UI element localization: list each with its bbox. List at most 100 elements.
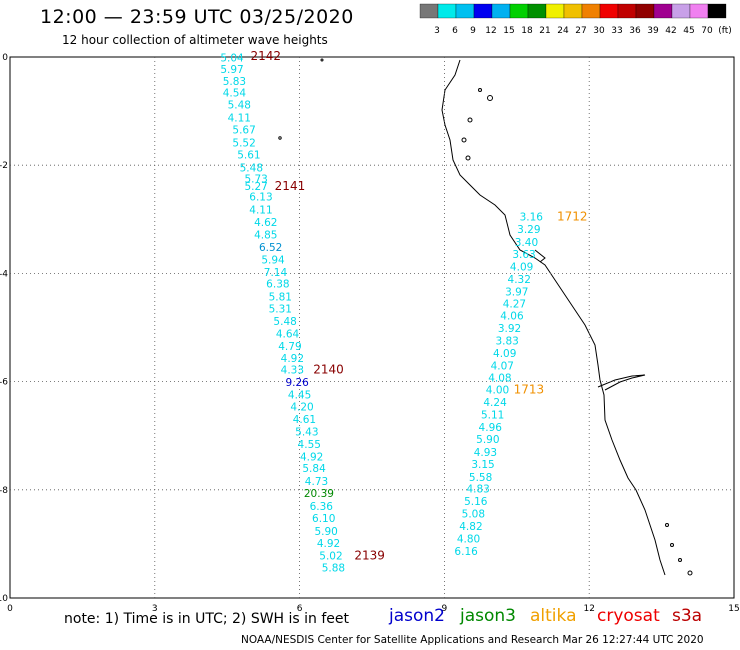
colorbar-label: 21 [539,26,550,36]
wave-height-label: 5.08 [462,509,485,521]
colorbar-label: 39 [647,26,659,36]
colorbar-label: 36 [629,26,641,36]
wave-height-label: 5.90 [476,434,499,446]
wave-height-label: 5.97 [220,64,243,76]
wave-height-label: 5.73 [244,174,267,186]
time-label: 2140 [313,363,344,377]
wave-height-label: 9.26 [285,377,309,389]
coastline [278,58,693,576]
wave-height-label: 5.83 [223,76,246,88]
wave-height-label: 3.83 [495,335,518,347]
satellite-altika: altika [530,606,577,626]
wave-height-label: 4.73 [305,476,328,488]
wave-height-label: 5.84 [302,463,326,475]
wave-height-label: 4.20 [290,401,313,413]
x-tick-label: 3 [152,604,158,614]
wave-height-label: 5.58 [469,472,492,484]
wave-height-label: 6.36 [310,501,334,513]
wave-height-label: 4.09 [493,348,516,360]
y-tick-label: -8 [0,486,8,496]
y-tick-label: 0 [2,53,8,63]
wave-height-label: 5.27 [244,181,267,193]
wave-height-label: 5.11 [481,410,504,422]
wave-height-label: 5.16 [464,496,488,508]
wave-height-label: 4.96 [479,422,503,434]
wave-height-label: 4.85 [254,229,277,241]
satellite-jason2: jason2 [389,606,445,626]
plot-frame [9,56,735,599]
wave-height-label: 4.92 [317,538,340,550]
colorbar-label: 30 [593,26,605,36]
colorbar-label: 33 [611,26,622,36]
page-subtitle: 12 hour collection of altimeter wave hei… [62,33,328,47]
x-tick-label: 6 [297,604,303,614]
wave-height-label: 5.88 [322,563,345,575]
wave-height-label: 4.54 [223,88,247,100]
credit-line: NOAA/NESDIS Center for Satellite Applica… [241,634,704,646]
wave-height-label: 4.24 [483,397,507,409]
time-label: 2139 [354,548,385,562]
wave-height-label: 5.90 [314,526,337,538]
wave-height-label: 5.43 [295,426,318,438]
wave-height-label: 4.79 [278,341,301,353]
colorbar-label: 6 [452,26,458,36]
colorbar-label: 3 [434,26,440,36]
satellite-s3a: s3a [672,606,703,626]
wave-height-label: 3.97 [505,286,528,298]
y-tick-label: -2 [0,161,8,171]
y-tick-label: -4 [0,269,8,279]
wave-height-label: 6.52 [259,242,282,254]
x-tick-label: 15 [728,604,739,614]
wave-height-label: 4.00 [486,385,509,397]
colorbar-label: 15 [503,26,514,36]
colorbar-label: 24 [557,26,569,36]
colorbar-label: (ft) [718,26,732,36]
colorbar-label: 12 [485,26,496,36]
wave-height-label: 4.93 [474,447,497,459]
wave-height-label: 5.48 [228,100,251,112]
color-scale-legend: 3 6 9 12 15 18 21 24 27 30 33 36 39 42 45 70 (ft) [419,3,732,36]
wave-height-label: 4.83 [466,484,489,496]
wave-height-label: 6.16 [454,546,478,558]
time-label: 1712 [557,210,588,224]
x-tick-label: 0 [7,604,13,614]
wave-height-label: 5.48 [273,316,296,328]
wave-height-label: 3.15 [471,459,494,471]
wave-height-label: 4.80 [457,533,480,545]
wave-height-label: 5.94 [261,254,285,266]
wave-height-label: 3.63 [512,249,535,261]
wave-height-label: 4.61 [293,414,316,426]
wave-height-label: 3.92 [498,323,521,335]
wave-height-label: 4.11 [228,113,251,125]
colorbar-label: 9 [470,26,476,36]
wave-height-label: 4.64 [276,328,300,340]
colorbar-label: 18 [521,26,533,36]
wave-height-label: 4.07 [491,360,514,372]
wave-height-label: 4.32 [508,274,531,286]
time-label: 1713 [514,383,545,397]
wave-height-label: 5.02 [319,550,342,562]
wave-height-label: 6.38 [266,279,289,291]
wave-height-label: 5.48 [240,162,263,174]
wave-height-label: 4.11 [249,205,272,217]
wave-height-label: 4.27 [503,299,526,311]
colorbar-label: 70 [701,26,713,36]
wave-height-label: 4.92 [300,451,323,463]
y-tick-label: -10 [0,594,8,604]
wave-height-label: 4.33 [281,365,304,377]
wave-height-label: 3.29 [517,224,540,236]
time-label: 2142 [251,49,282,63]
wave-height-label: 20.39 [304,488,334,500]
wave-height-label: 4.92 [281,353,304,365]
page-title: 12:00 — 23:59 UTC 03/25/2020 [40,6,354,28]
colorbar-label: 27 [575,26,586,36]
wave-height-label: 5.67 [232,124,255,136]
wave-height-label: 4.62 [254,217,277,229]
x-tick-label: 9 [442,604,448,614]
x-tick-label: 12 [583,604,594,614]
wave-height-label: 3.16 [520,212,544,224]
wave-height-label: 3.40 [515,237,538,249]
wave-height-label: 6.13 [249,192,272,204]
wave-height-label: 5.61 [237,149,260,161]
